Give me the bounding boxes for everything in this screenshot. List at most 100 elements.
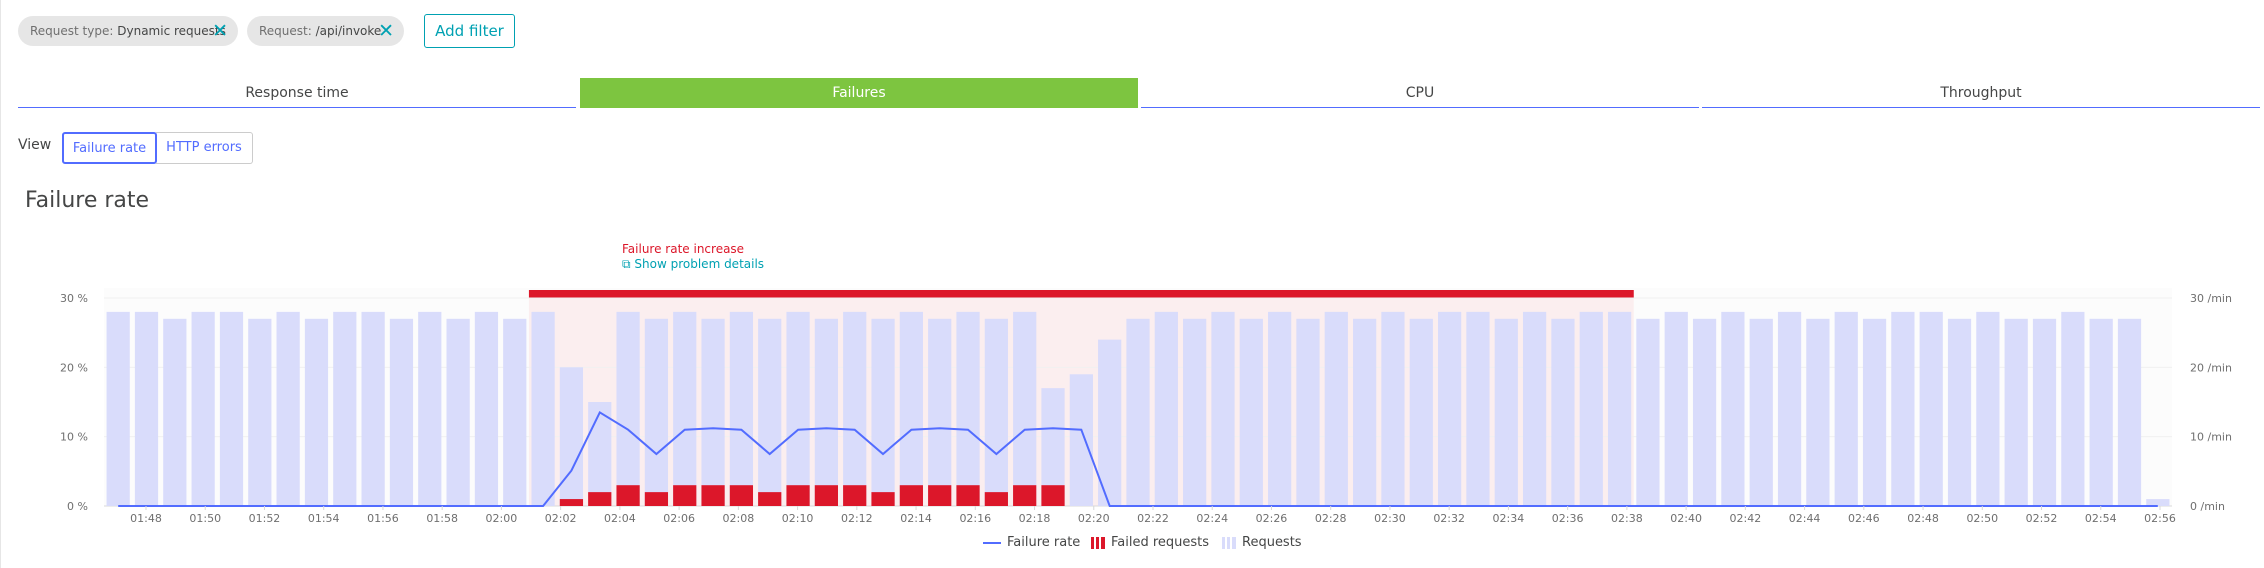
requests-bar	[1069, 374, 1093, 506]
x-axis-tick: 02:28	[1315, 512, 1347, 525]
requests-bar	[503, 318, 527, 506]
legend-failed-requests[interactable]: Failed requests	[1091, 535, 1209, 550]
requests-bar	[1522, 311, 1547, 506]
x-axis-tick: 01:50	[189, 512, 221, 525]
requests-bar	[758, 318, 782, 506]
requests-bar	[1296, 318, 1320, 506]
requests-bar	[1891, 311, 1915, 506]
requests-bar	[2061, 311, 2085, 506]
show-problem-details-link[interactable]: ⧉ Show problem details	[622, 257, 764, 272]
requests-bar	[1579, 311, 1603, 506]
requests-bar	[2004, 318, 2028, 506]
failure-rate-toggle[interactable]: Failure rate	[62, 132, 157, 164]
requests-bar	[1494, 318, 1518, 506]
close-icon[interactable]: ✕	[212, 20, 228, 42]
requests-bar	[1183, 318, 1207, 506]
requests-bar	[418, 311, 442, 506]
requests-bar	[276, 311, 300, 506]
x-axis-tick: 02:48	[1907, 512, 1939, 525]
legend-failure-rate[interactable]: Failure rate	[983, 535, 1080, 550]
failed-requests-bar	[588, 492, 612, 506]
failed-requests-bar	[616, 485, 640, 506]
tab-failures[interactable]: Failures	[580, 78, 1138, 108]
x-axis-tick: 02:36	[1552, 512, 1584, 525]
line-icon	[983, 541, 1001, 544]
requests-bar	[1324, 311, 1348, 506]
x-axis-tick: 02:08	[723, 512, 755, 525]
x-axis-tick: 01:54	[308, 512, 340, 525]
page-border	[0, 0, 1, 568]
x-axis-tick: 02:18	[1019, 512, 1051, 525]
http-errors-toggle[interactable]: HTTP errors	[156, 132, 253, 164]
requests-bar	[1692, 318, 1717, 506]
x-axis-tick: 02:34	[1493, 512, 1525, 525]
x-axis-tick: 02:54	[2085, 512, 2117, 525]
left-axis-tick: 10 %	[60, 431, 88, 444]
requests-bar	[1098, 339, 1122, 506]
requests-bar	[1806, 318, 1830, 506]
failed-requests-bar	[673, 485, 697, 506]
requests-bar	[1154, 311, 1178, 506]
failed-requests-bar	[899, 485, 923, 506]
x-axis-tick: 02:38	[1611, 512, 1643, 525]
x-axis-tick: 02:46	[1848, 512, 1880, 525]
tab-throughput[interactable]: Throughput	[1702, 78, 2260, 108]
x-axis-tick: 02:50	[1966, 512, 1998, 525]
requests-bar	[531, 311, 555, 506]
right-axis-tick: 10 /min	[2190, 431, 2232, 444]
add-filter-button[interactable]: Add filter	[424, 14, 515, 48]
x-axis-tick: 02:12	[841, 512, 873, 525]
requests-bar	[361, 311, 385, 506]
requests-bar	[984, 318, 1008, 506]
tab-response-time[interactable]: Response time	[18, 78, 576, 108]
requests-bar	[644, 318, 669, 506]
requests-bar	[1919, 311, 1943, 506]
legend-label: Failed requests	[1111, 535, 1210, 550]
bar-icon	[1091, 536, 1105, 549]
left-axis-tick: 30 %	[60, 292, 88, 305]
x-axis-tick: 02:24	[1196, 512, 1228, 525]
failed-requests-bar	[644, 492, 669, 506]
failed-requests-bar	[871, 492, 895, 506]
requests-bar	[2089, 318, 2113, 506]
x-axis-tick: 01:52	[249, 512, 281, 525]
failed-requests-bar	[559, 499, 584, 506]
section-title: Failure rate	[25, 188, 150, 213]
failure-rate-chart[interactable]: 0 % 10 % 20 % 30 % 0 /min 10 /min 20 /min 30 /m…	[0, 230, 2264, 530]
requests-bar	[1664, 311, 1688, 506]
bar-icon	[1222, 536, 1236, 549]
requests-bar	[446, 318, 470, 506]
filter-key: Request type:	[30, 24, 114, 38]
close-icon[interactable]: ✕	[378, 20, 394, 42]
x-axis-tick: 02:20	[1078, 512, 1110, 525]
requests-bar	[1551, 318, 1575, 506]
x-axis-tick: 02:22	[1137, 512, 1169, 525]
filter-chip-request-type[interactable]: Request type: Dynamic requests ✕	[18, 16, 238, 46]
failed-requests-bar	[786, 485, 810, 506]
requests-bar	[814, 318, 838, 506]
requests-bar	[843, 311, 867, 506]
requests-bar	[559, 367, 584, 506]
legend-requests[interactable]: Requests	[1222, 535, 1302, 550]
tab-cpu[interactable]: CPU	[1141, 78, 1699, 108]
x-axis-tick: 02:32	[1433, 512, 1465, 525]
problem-label: Failure rate increase	[622, 242, 745, 256]
x-axis-tick: 02:16	[959, 512, 991, 525]
requests-bar	[163, 318, 187, 506]
requests-bar	[106, 311, 130, 506]
right-axis-tick: 20 /min	[2190, 361, 2232, 374]
requests-bar	[1777, 311, 1802, 506]
requests-bar	[1636, 318, 1660, 506]
failed-requests-bar	[701, 485, 725, 506]
requests-bar	[899, 311, 923, 506]
external-link-icon: ⧉	[622, 257, 631, 271]
filter-chip-request[interactable]: Request: /api/invoke ✕	[247, 16, 404, 46]
failed-requests-bar	[729, 485, 754, 506]
x-axis-tick: 02:52	[2026, 512, 2058, 525]
requests-bar	[1239, 318, 1263, 506]
requests-bar	[729, 311, 754, 506]
failed-requests-bar	[956, 485, 980, 506]
requests-bar	[871, 318, 895, 506]
problem-link-label: Show problem details	[634, 257, 765, 271]
requests-bar	[1976, 311, 2000, 506]
